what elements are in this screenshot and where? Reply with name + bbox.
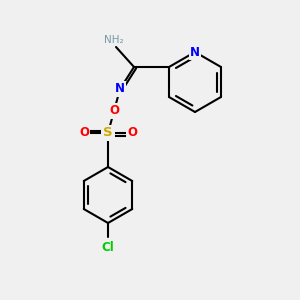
Text: NH₂: NH₂: [104, 35, 124, 45]
Text: O: O: [127, 127, 137, 140]
Text: O: O: [109, 104, 119, 118]
Text: O: O: [79, 127, 89, 140]
Text: S: S: [103, 127, 113, 140]
Text: Cl: Cl: [102, 241, 114, 254]
Text: N: N: [190, 46, 200, 59]
Text: N: N: [115, 82, 125, 95]
